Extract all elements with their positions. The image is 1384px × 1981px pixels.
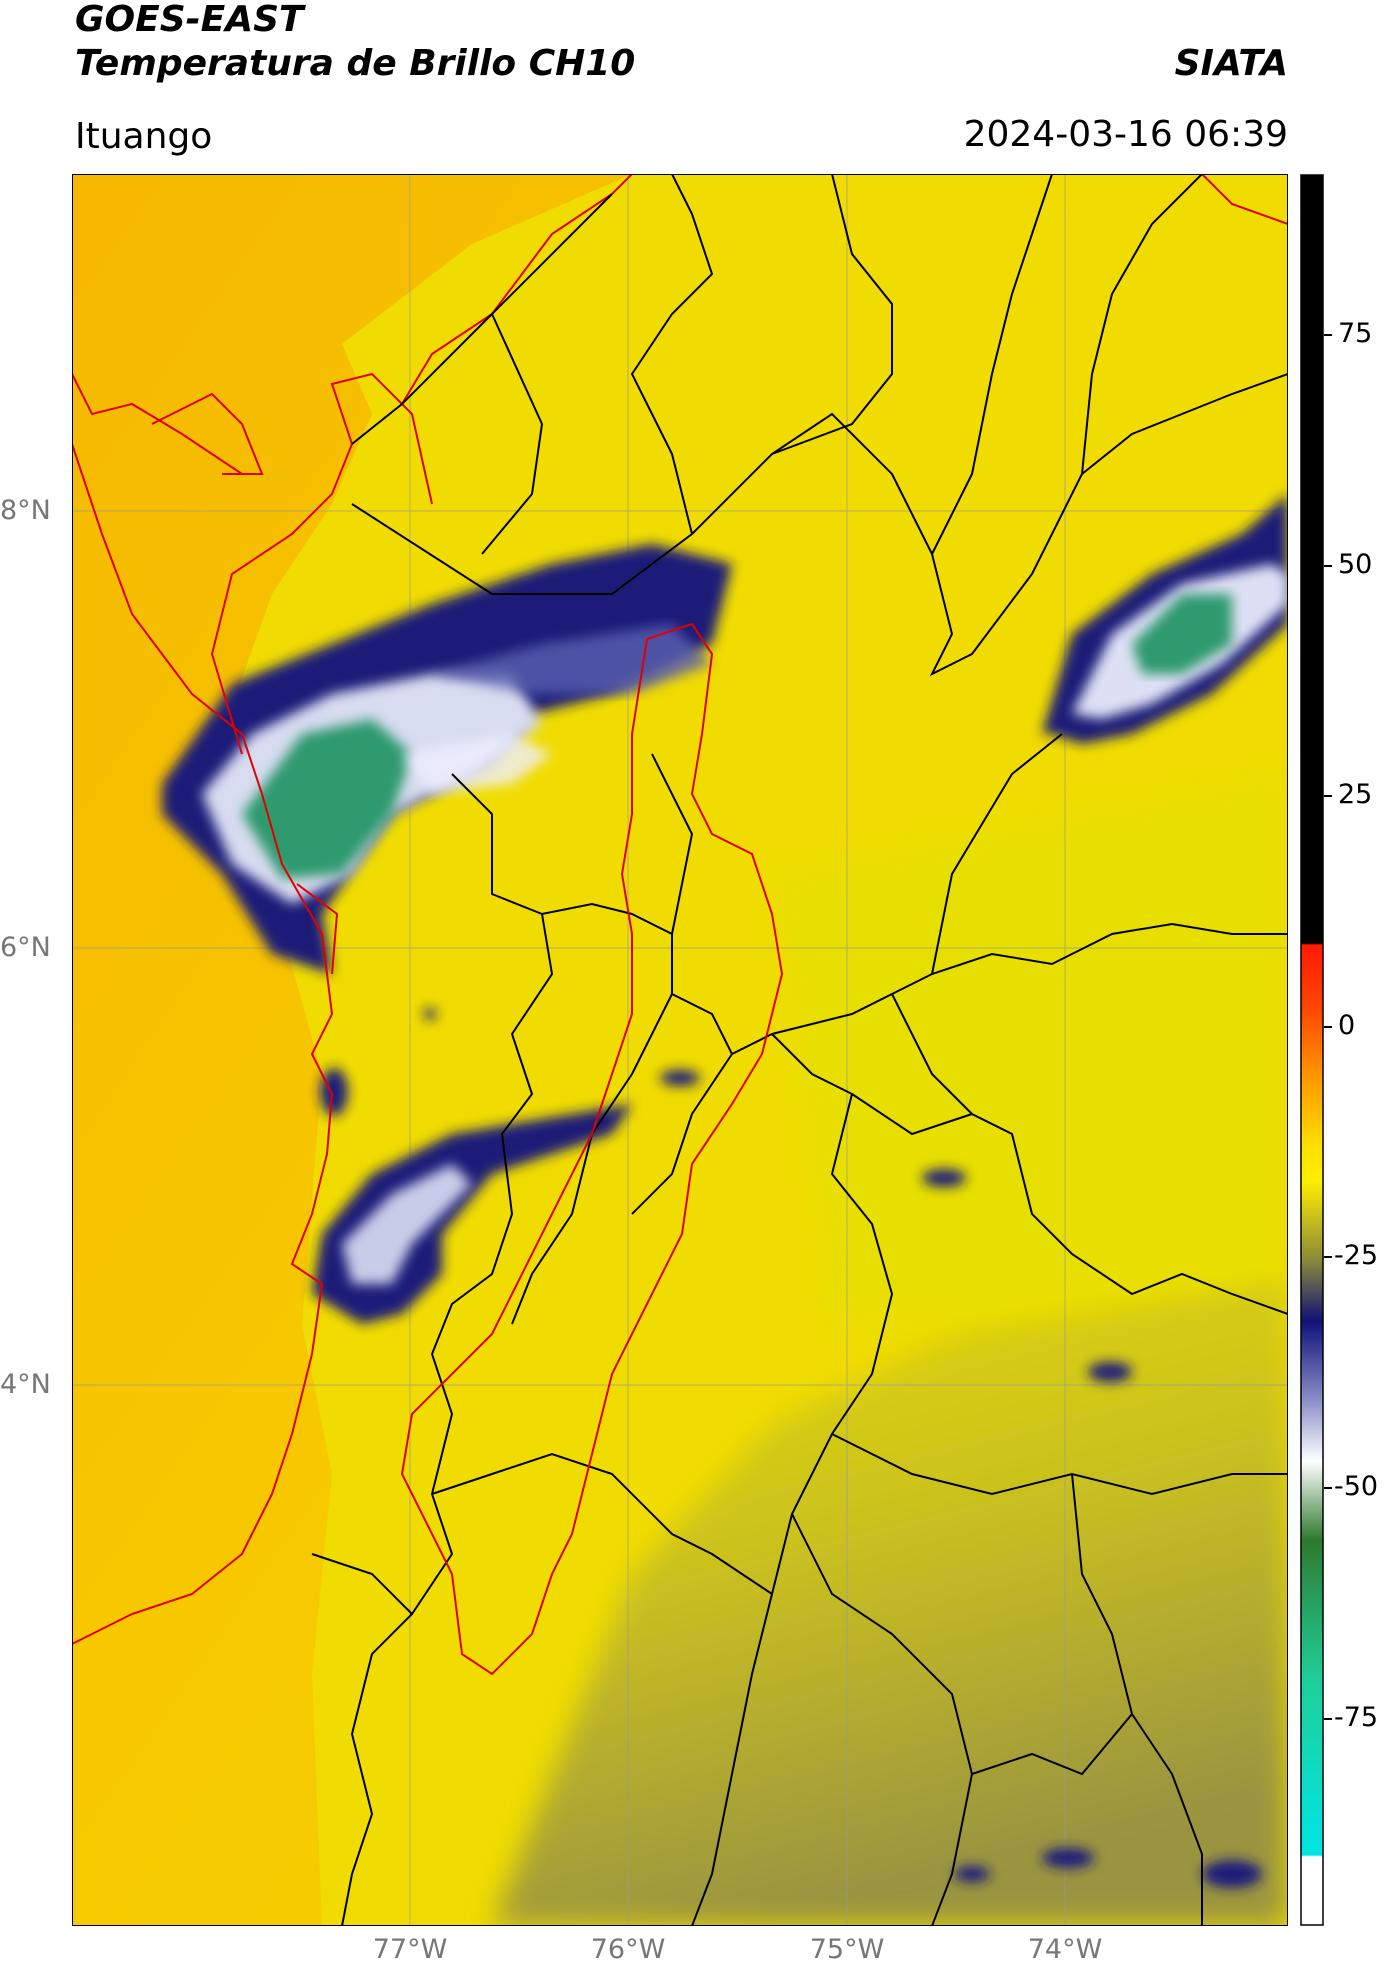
lon-label-75w: 75°W [809, 1934, 885, 1965]
brightness-temperature-map [72, 174, 1288, 1926]
cloud-cluster-northeast [1042, 494, 1288, 744]
colorbar-label-75: 75 [1338, 318, 1373, 349]
cloud-cluster-northwest [162, 544, 732, 974]
small-cloud-cells [320, 1008, 1262, 1888]
lon-label-77w: 77°W [372, 1934, 448, 1965]
eastern-plains [772, 774, 1288, 1324]
satellite-title: GOES-EAST [75, 0, 304, 40]
temperature-colorbar [1300, 174, 1324, 1926]
colorbar-label-minus25: -25 [1334, 1240, 1379, 1271]
colorbar-label-minus50: -50 [1334, 1471, 1379, 1502]
timestamp-label: 2024-03-16 06:39 [963, 114, 1288, 155]
cloud-cluster-southwest [312, 1104, 632, 1324]
colorbar-label-25: 25 [1338, 779, 1373, 810]
department-borders [311, 174, 1288, 1926]
product-title: Temperatura de Brillo CH10 [75, 43, 636, 84]
lat-label-6n: 6°N [0, 932, 51, 963]
southeast-land [492, 1274, 1288, 1926]
colorbar-label-50: 50 [1338, 549, 1373, 580]
lon-label-74w: 74°W [1027, 1934, 1103, 1965]
ituango-region-outline [400, 622, 784, 1676]
graticule [72, 174, 1288, 1926]
organization-label: SIATA [1174, 43, 1288, 84]
lon-label-76w: 76°W [590, 1934, 666, 1965]
lat-label-8n: 8°N [0, 495, 51, 526]
lat-label-4n: 4°N [0, 1369, 51, 1400]
coastline [72, 174, 1288, 1645]
colorbar-label-minus75: -75 [1334, 1702, 1379, 1733]
region-label: Ituango [75, 116, 213, 157]
colorbar-label-0: 0 [1338, 1010, 1356, 1041]
